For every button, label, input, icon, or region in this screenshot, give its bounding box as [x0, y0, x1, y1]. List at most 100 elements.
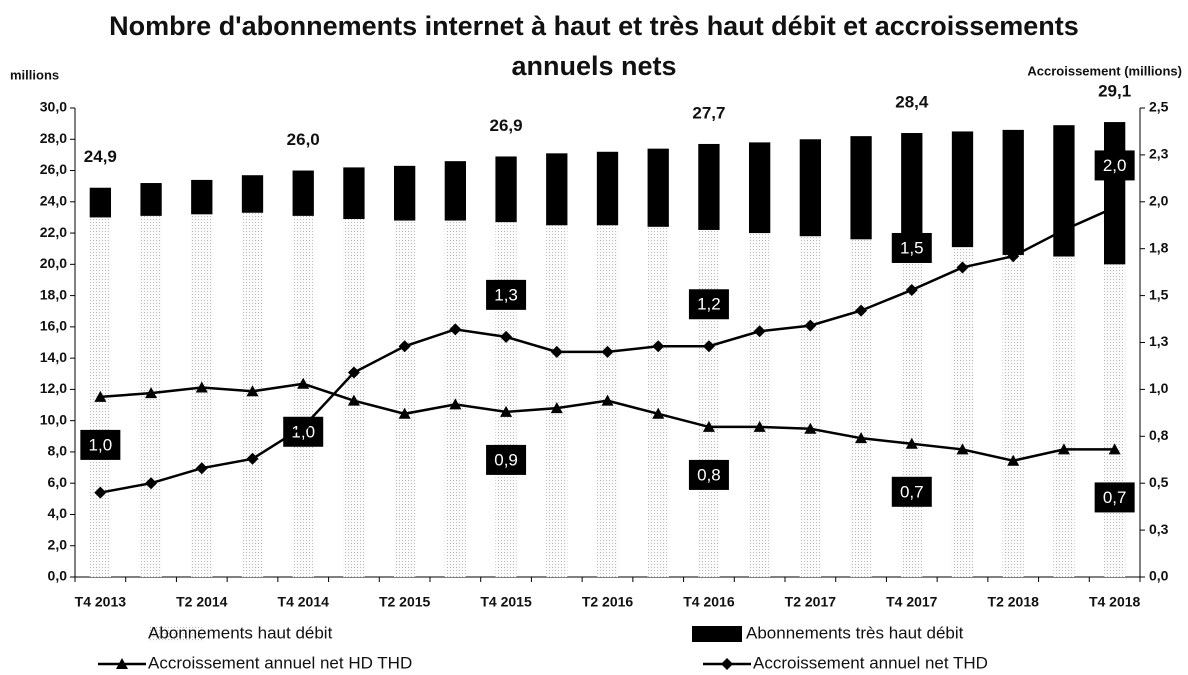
marker [1108, 443, 1121, 455]
y2-tick-label: 0,5 [1149, 474, 1169, 490]
value-label: 0,8 [697, 465, 721, 484]
bar [191, 179, 213, 215]
marker [702, 340, 715, 353]
y2-tick-label: 0,8 [1149, 427, 1169, 443]
bar [241, 175, 264, 213]
x-tick-label: T4 2014 [278, 594, 330, 610]
marker [398, 407, 411, 419]
y-tick-label: 28,0 [40, 130, 67, 146]
y-tick-label: 10,0 [40, 411, 67, 427]
y2-tick-label: 1,0 [1149, 380, 1169, 396]
bar [1103, 122, 1126, 265]
marker [1057, 223, 1070, 236]
bar [951, 247, 974, 578]
y2-tick-label: 2,0 [1149, 193, 1169, 209]
bar [647, 148, 669, 227]
marker [905, 437, 918, 449]
value-label: 0,7 [900, 482, 924, 501]
legend-swatch [692, 626, 742, 642]
marker [601, 394, 614, 406]
marker [449, 398, 462, 410]
bar [799, 236, 822, 577]
value-label: 1,0 [89, 435, 113, 454]
x-tick-label: T4 2013 [75, 594, 127, 610]
value-label-box [486, 279, 527, 310]
marker [804, 422, 817, 434]
y-axis-label: millions [10, 67, 59, 82]
bar [1002, 254, 1024, 577]
bar [393, 220, 416, 577]
marker [500, 405, 513, 417]
bar [343, 167, 365, 219]
marker [702, 420, 715, 432]
total-label: 26,9 [490, 116, 523, 135]
marker [145, 387, 158, 399]
total-label: 26,0 [287, 130, 320, 149]
marker [449, 323, 462, 336]
legend-label: Accroissement annuel net THD [753, 653, 988, 672]
y-tick-label: 24,0 [40, 193, 67, 209]
bar [850, 239, 872, 577]
y-tick-label: 30,0 [40, 99, 67, 115]
value-label-box [891, 232, 932, 263]
marker [753, 420, 766, 432]
x-tick-label: T4 2018 [1089, 594, 1141, 610]
marker [956, 443, 969, 455]
y-tick-label: 20,0 [40, 255, 67, 271]
chart-title: Nombre d'abonnements internet à haut et … [109, 11, 1079, 81]
value-label-box [1094, 150, 1135, 181]
marker [246, 452, 259, 465]
y-tick-label: 22,0 [40, 224, 67, 240]
marker [855, 304, 868, 317]
value-label: 1,2 [697, 295, 721, 314]
value-label: 1,5 [900, 238, 924, 257]
bar [546, 153, 568, 226]
y2-tick-label: 2,5 [1149, 99, 1169, 115]
marker [195, 381, 208, 393]
bar [901, 133, 923, 241]
marker [1007, 454, 1020, 466]
bar [748, 142, 771, 234]
x-tick-label: T4 2015 [480, 594, 532, 610]
marker [398, 340, 411, 353]
y-tick-label: 14,0 [40, 349, 67, 365]
bar [799, 139, 822, 237]
y2-axis-label: Accroissement (millions) [1027, 63, 1182, 78]
legend-label: Accroissement annuel net HD THD [148, 653, 412, 672]
value-label: 0,9 [494, 450, 518, 469]
bar [647, 226, 669, 577]
bar [444, 161, 467, 221]
x-tick-label: T2 2018 [988, 594, 1040, 610]
bar [89, 187, 112, 218]
legend-label: Abonnements haut débit [148, 623, 333, 642]
y2-tick-label: 0,0 [1149, 568, 1169, 584]
bar [951, 131, 974, 248]
marker [753, 325, 766, 338]
value-label-box [688, 459, 729, 490]
y-tick-label: 0,0 [48, 568, 68, 584]
marker [347, 394, 360, 406]
legend-label: Abonnements très haut débit [746, 623, 964, 642]
bar [1002, 129, 1024, 255]
marker [347, 366, 360, 379]
total-label: 29,1 [1098, 82, 1131, 101]
bar [191, 214, 213, 577]
marker [652, 340, 665, 353]
marker [297, 420, 310, 433]
bar [698, 229, 720, 577]
bar [850, 136, 872, 240]
bar [292, 170, 314, 216]
y-tick-label: 8,0 [48, 443, 68, 459]
y2-tick-label: 2,3 [1149, 146, 1169, 162]
marker [195, 462, 208, 475]
bar [748, 233, 771, 578]
marker [601, 345, 614, 358]
bar [1053, 256, 1075, 577]
x-tick-label: T2 2014 [176, 594, 228, 610]
y-tick-label: 12,0 [40, 380, 67, 396]
marker [1057, 443, 1070, 455]
marker [652, 407, 665, 419]
bar [495, 156, 517, 223]
